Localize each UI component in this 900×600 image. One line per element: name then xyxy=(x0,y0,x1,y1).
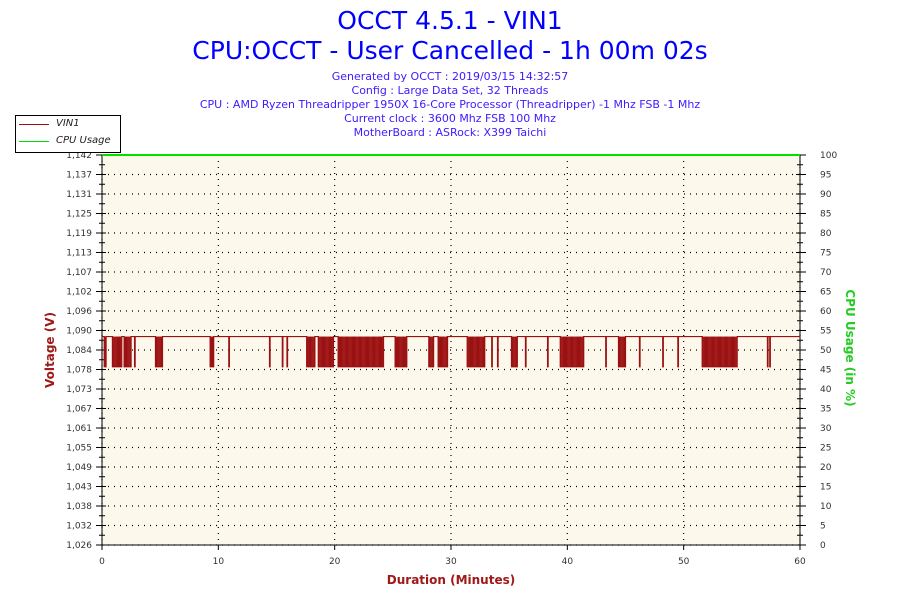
y2-tick-label: 45 xyxy=(820,366,831,376)
y-tick-label: 1,142 xyxy=(66,151,92,161)
y-tick-label: 1,067 xyxy=(66,405,92,415)
y2-tick-label: 80 xyxy=(820,229,832,239)
y2-tick-label: 20 xyxy=(820,463,832,473)
y2-tick-label: 55 xyxy=(820,327,831,337)
y2-tick-label: 50 xyxy=(820,346,832,356)
y2-tick-label: 40 xyxy=(820,385,832,395)
y2-tick-label: 35 xyxy=(820,405,831,415)
y-tick-label: 1,043 xyxy=(66,483,92,493)
legend-item-vin1: VIN1 xyxy=(16,116,120,133)
x-tick-label: 20 xyxy=(329,557,341,567)
legend-swatch-vin1 xyxy=(19,124,49,125)
y-tick-label: 1,096 xyxy=(66,307,92,317)
info-generated: Generated by OCCT : 2019/03/15 14:32:57 xyxy=(331,70,569,83)
y2-tick-label: 95 xyxy=(820,171,831,181)
info-clock: Current clock : 3600 Mhz FSB 100 Mhz xyxy=(344,112,556,125)
y-tick-label: 1,131 xyxy=(66,190,92,200)
info-config: Config : Large Data Set, 32 Threads xyxy=(351,84,549,97)
chart-title: OCCT 4.5.1 - VIN1 xyxy=(337,6,563,35)
x-tick-label: 0 xyxy=(99,557,105,567)
y-tick-label: 1,055 xyxy=(66,444,92,454)
y-tick-label: 1,032 xyxy=(66,522,92,532)
y-tick-label: 1,073 xyxy=(66,385,92,395)
y2-tick-label: 25 xyxy=(820,444,831,454)
y-tick-label: 1,090 xyxy=(66,327,92,337)
x-tick-label: 60 xyxy=(794,557,806,567)
y-tick-label: 1,107 xyxy=(66,268,92,278)
y2-tick-label: 60 xyxy=(820,307,832,317)
y-tick-label: 1,113 xyxy=(66,249,92,259)
x-tick-label: 50 xyxy=(678,557,690,567)
y-tick-label: 1,026 xyxy=(66,541,92,551)
x-tick-label: 10 xyxy=(213,557,225,567)
y-tick-label: 1,061 xyxy=(66,424,92,434)
y-axis-label: Voltage (V) xyxy=(43,312,57,388)
y2-tick-label: 70 xyxy=(820,268,832,278)
legend: VIN1 CPU Usage xyxy=(15,115,121,153)
y-tick-label: 1,119 xyxy=(66,229,92,239)
y-tick-label: 1,038 xyxy=(66,502,92,512)
chart-subtitle: CPU:OCCT - User Cancelled - 1h 00m 02s xyxy=(192,36,708,65)
y-tick-label: 1,084 xyxy=(66,346,92,356)
x-tick-label: 30 xyxy=(445,557,457,567)
x-axis-label: Duration (Minutes) xyxy=(387,573,515,587)
y2-tick-label: 30 xyxy=(820,424,832,434)
info-cpu: CPU : AMD Ryzen Threadripper 1950X 16-Co… xyxy=(199,98,701,111)
y2-tick-label: 10 xyxy=(820,502,832,512)
y2-tick-label: 65 xyxy=(820,288,831,298)
y-tick-label: 1,049 xyxy=(66,463,92,473)
y2-tick-label: 90 xyxy=(820,190,832,200)
legend-label-vin1: VIN1 xyxy=(56,118,80,129)
y2-tick-label: 85 xyxy=(820,210,831,220)
y-tick-label: 1,078 xyxy=(66,366,92,376)
y2-tick-label: 100 xyxy=(820,151,837,161)
y-tick-label: 1,137 xyxy=(66,171,92,181)
legend-label-cpu-usage: CPU Usage xyxy=(56,135,111,146)
y-tick-label: 1,125 xyxy=(66,210,92,220)
y2-tick-label: 75 xyxy=(820,249,831,259)
y2-tick-label: 15 xyxy=(820,483,831,493)
x-tick-label: 40 xyxy=(562,557,574,567)
info-motherboard: MotherBoard : ASRock: X399 Taichi xyxy=(353,126,547,139)
y2-tick-label: 0 xyxy=(820,541,826,551)
y-tick-label: 1,102 xyxy=(66,288,92,298)
legend-swatch-cpu-usage xyxy=(19,141,49,142)
legend-item-cpu-usage: CPU Usage xyxy=(16,133,120,150)
y2-axis-label: CPU Usage (in %) xyxy=(843,289,857,406)
y2-tick-label: 5 xyxy=(820,522,826,532)
